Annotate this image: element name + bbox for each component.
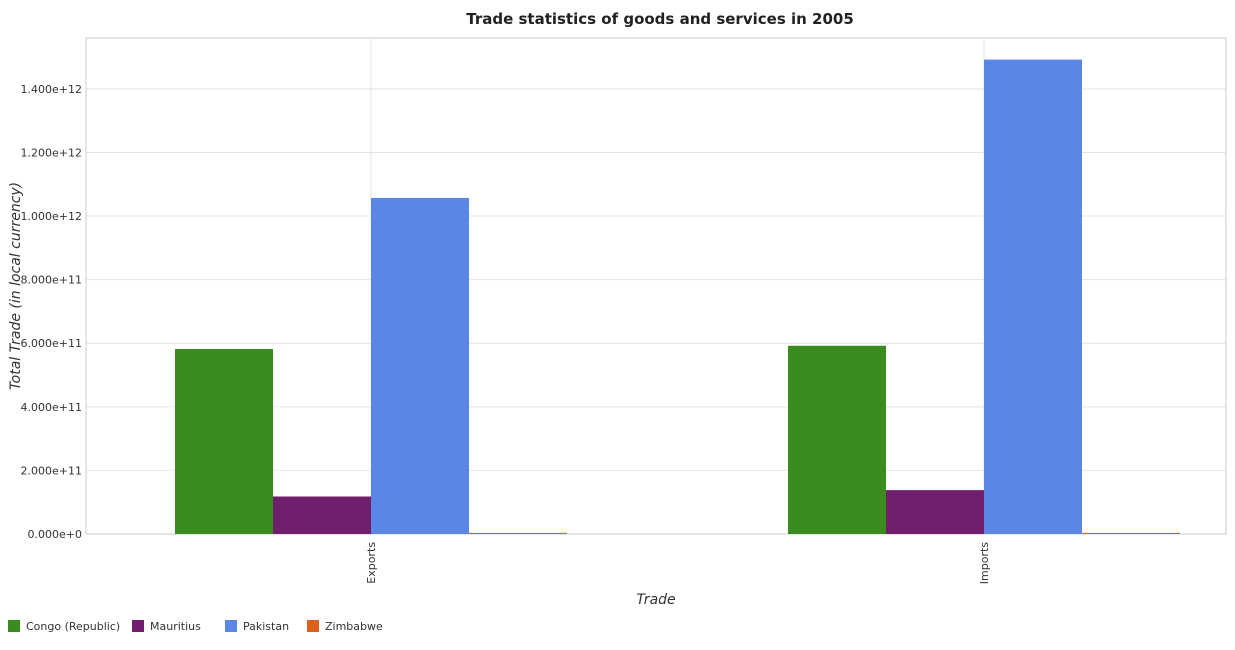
bar-zimbabwe-imports (1082, 532, 1180, 534)
legend-swatch (225, 620, 237, 632)
legend-item: Pakistan (225, 620, 289, 633)
y-axis-title: Total Trade (in local currency) (8, 182, 24, 390)
y-tick-label: 4.000e+11 (21, 401, 82, 414)
y-axis-ticks: 0.000e+0 2.000e+11 4.000e+11 6.000e+11 8.000… (21, 83, 82, 541)
legend-label: Zimbabwe (325, 620, 383, 633)
bars (175, 59, 1180, 534)
y-tick-label: 1.200e+12 (21, 146, 82, 159)
y-tick-label: 0.000e+0 (28, 528, 82, 541)
legend-swatch (132, 620, 144, 632)
x-axis-title: Trade (636, 592, 675, 608)
legend-swatch (307, 620, 319, 632)
x-tick-label: Imports (978, 542, 991, 585)
y-tick-label: 1.400e+12 (21, 83, 82, 96)
legend-swatch (8, 620, 20, 632)
y-tick-label: 8.000e+11 (21, 274, 82, 287)
bar-congo-republic-imports (788, 345, 886, 534)
bar-pakistan-imports (984, 59, 1082, 534)
legend-item: Zimbabwe (307, 620, 383, 633)
bar-mauritius-imports (886, 490, 984, 534)
legend-label: Congo (Republic) (26, 620, 120, 633)
y-tick-label: 6.000e+11 (21, 337, 82, 350)
legend: Congo (Republic) Mauritius Pakistan Zimbabw… (8, 620, 383, 633)
bar-zimbabwe-exports (469, 532, 567, 534)
y-tick-label: 1.000e+12 (21, 210, 82, 223)
chart-title: Trade statistics of goods and services i… (466, 10, 854, 28)
legend-label: Mauritius (150, 620, 201, 633)
gridlines (86, 38, 1226, 535)
bar-mauritius-exports (273, 496, 371, 534)
plot-frame (85, 37, 1227, 535)
x-tick-label: Exports (365, 542, 378, 584)
legend-item: Mauritius (132, 620, 201, 633)
x-axis-ticks: Exports Imports (365, 542, 991, 585)
legend-label: Pakistan (243, 620, 289, 633)
legend-item: Congo (Republic) (8, 620, 120, 633)
y-tick-label: 2.000e+11 (21, 464, 82, 477)
bar-pakistan-exports (371, 197, 469, 534)
bar-congo-republic-exports (175, 348, 273, 534)
